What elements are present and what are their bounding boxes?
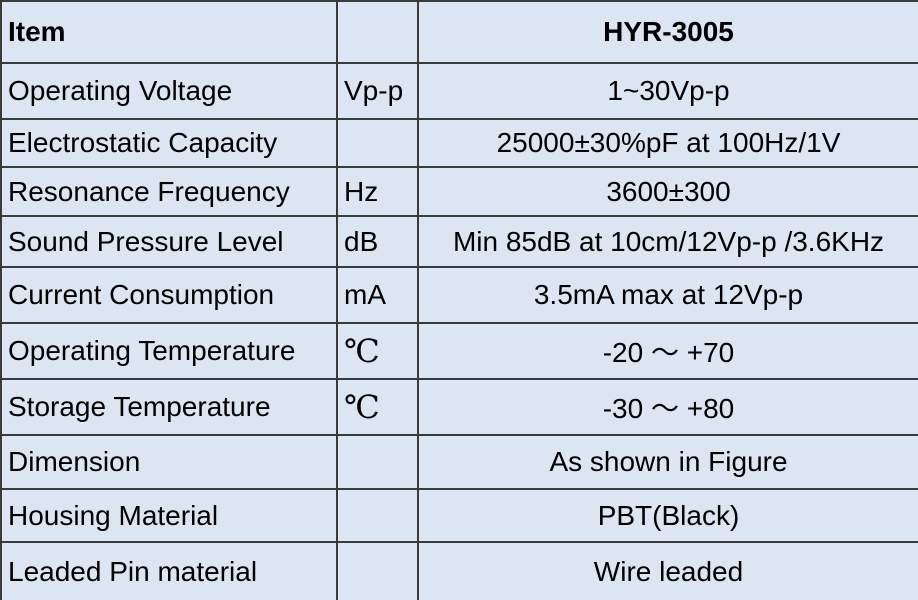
value-cell: 3600±300 <box>417 166 918 217</box>
header-item: Item <box>0 0 338 64</box>
value-cell: 1~30Vp-p <box>417 62 918 120</box>
item-cell: Current Consumption <box>0 266 338 324</box>
item-cell: Operating Voltage <box>0 62 338 120</box>
header-unit <box>336 0 419 64</box>
item-cell: Housing Material <box>0 488 338 543</box>
header-row: Item HYR-3005 <box>0 0 918 64</box>
value-cell: 25000±30%pF at 100Hz/1V <box>417 118 918 168</box>
value-cell: 3.5mA max at 12Vp-p <box>417 266 918 324</box>
unit-cell: dB <box>336 215 419 268</box>
value-cell: Min 85dB at 10cm/12Vp-p /3.6KHz <box>417 215 918 268</box>
item-cell: Operating Temperature <box>0 322 338 380</box>
unit-cell: ℃ <box>336 378 419 436</box>
unit-cell <box>336 434 419 490</box>
item-cell: Resonance Frequency <box>0 166 338 217</box>
row: Operating Voltage Vp-p 1~30Vp-p <box>0 62 918 120</box>
item-cell: Storage Temperature <box>0 378 338 436</box>
row: Storage Temperature ℃ -30 ～ +80 <box>0 378 918 436</box>
item-cell: Dimension <box>0 434 338 490</box>
row: Operating Temperature ℃ -20 ～ +70 <box>0 322 918 380</box>
row: Current Consumption mA 3.5mA max at 12Vp-p <box>0 266 918 324</box>
item-cell: Leaded Pin material <box>0 541 338 600</box>
unit-cell: mA <box>336 266 419 324</box>
unit-cell <box>336 118 419 168</box>
item-cell: Electrostatic Capacity <box>0 118 338 168</box>
value-cell: -30 ～ +80 <box>417 378 918 436</box>
row: Housing Material PBT(Black) <box>0 488 918 543</box>
row: Resonance Frequency Hz 3600±300 <box>0 166 918 217</box>
unit-cell: ℃ <box>336 322 419 380</box>
unit-cell <box>336 488 419 543</box>
row: Electrostatic Capacity 25000±30%pF at 100… <box>0 118 918 168</box>
value-cell: -20 ～ +70 <box>417 322 918 380</box>
unit-cell: Hz <box>336 166 419 217</box>
item-cell: Sound Pressure Level <box>0 215 338 268</box>
header-model: HYR-3005 <box>417 0 918 64</box>
unit-cell: Vp-p <box>336 62 419 120</box>
row: Dimension As shown in Figure <box>0 434 918 490</box>
row: Sound Pressure Level dB Min 85dB at 10cm/1… <box>0 215 918 268</box>
value-cell: As shown in Figure <box>417 434 918 490</box>
unit-cell <box>336 541 419 600</box>
value-cell: Wire leaded <box>417 541 918 600</box>
row: Leaded Pin material Wire leaded <box>0 541 918 600</box>
value-cell: PBT(Black) <box>417 488 918 543</box>
